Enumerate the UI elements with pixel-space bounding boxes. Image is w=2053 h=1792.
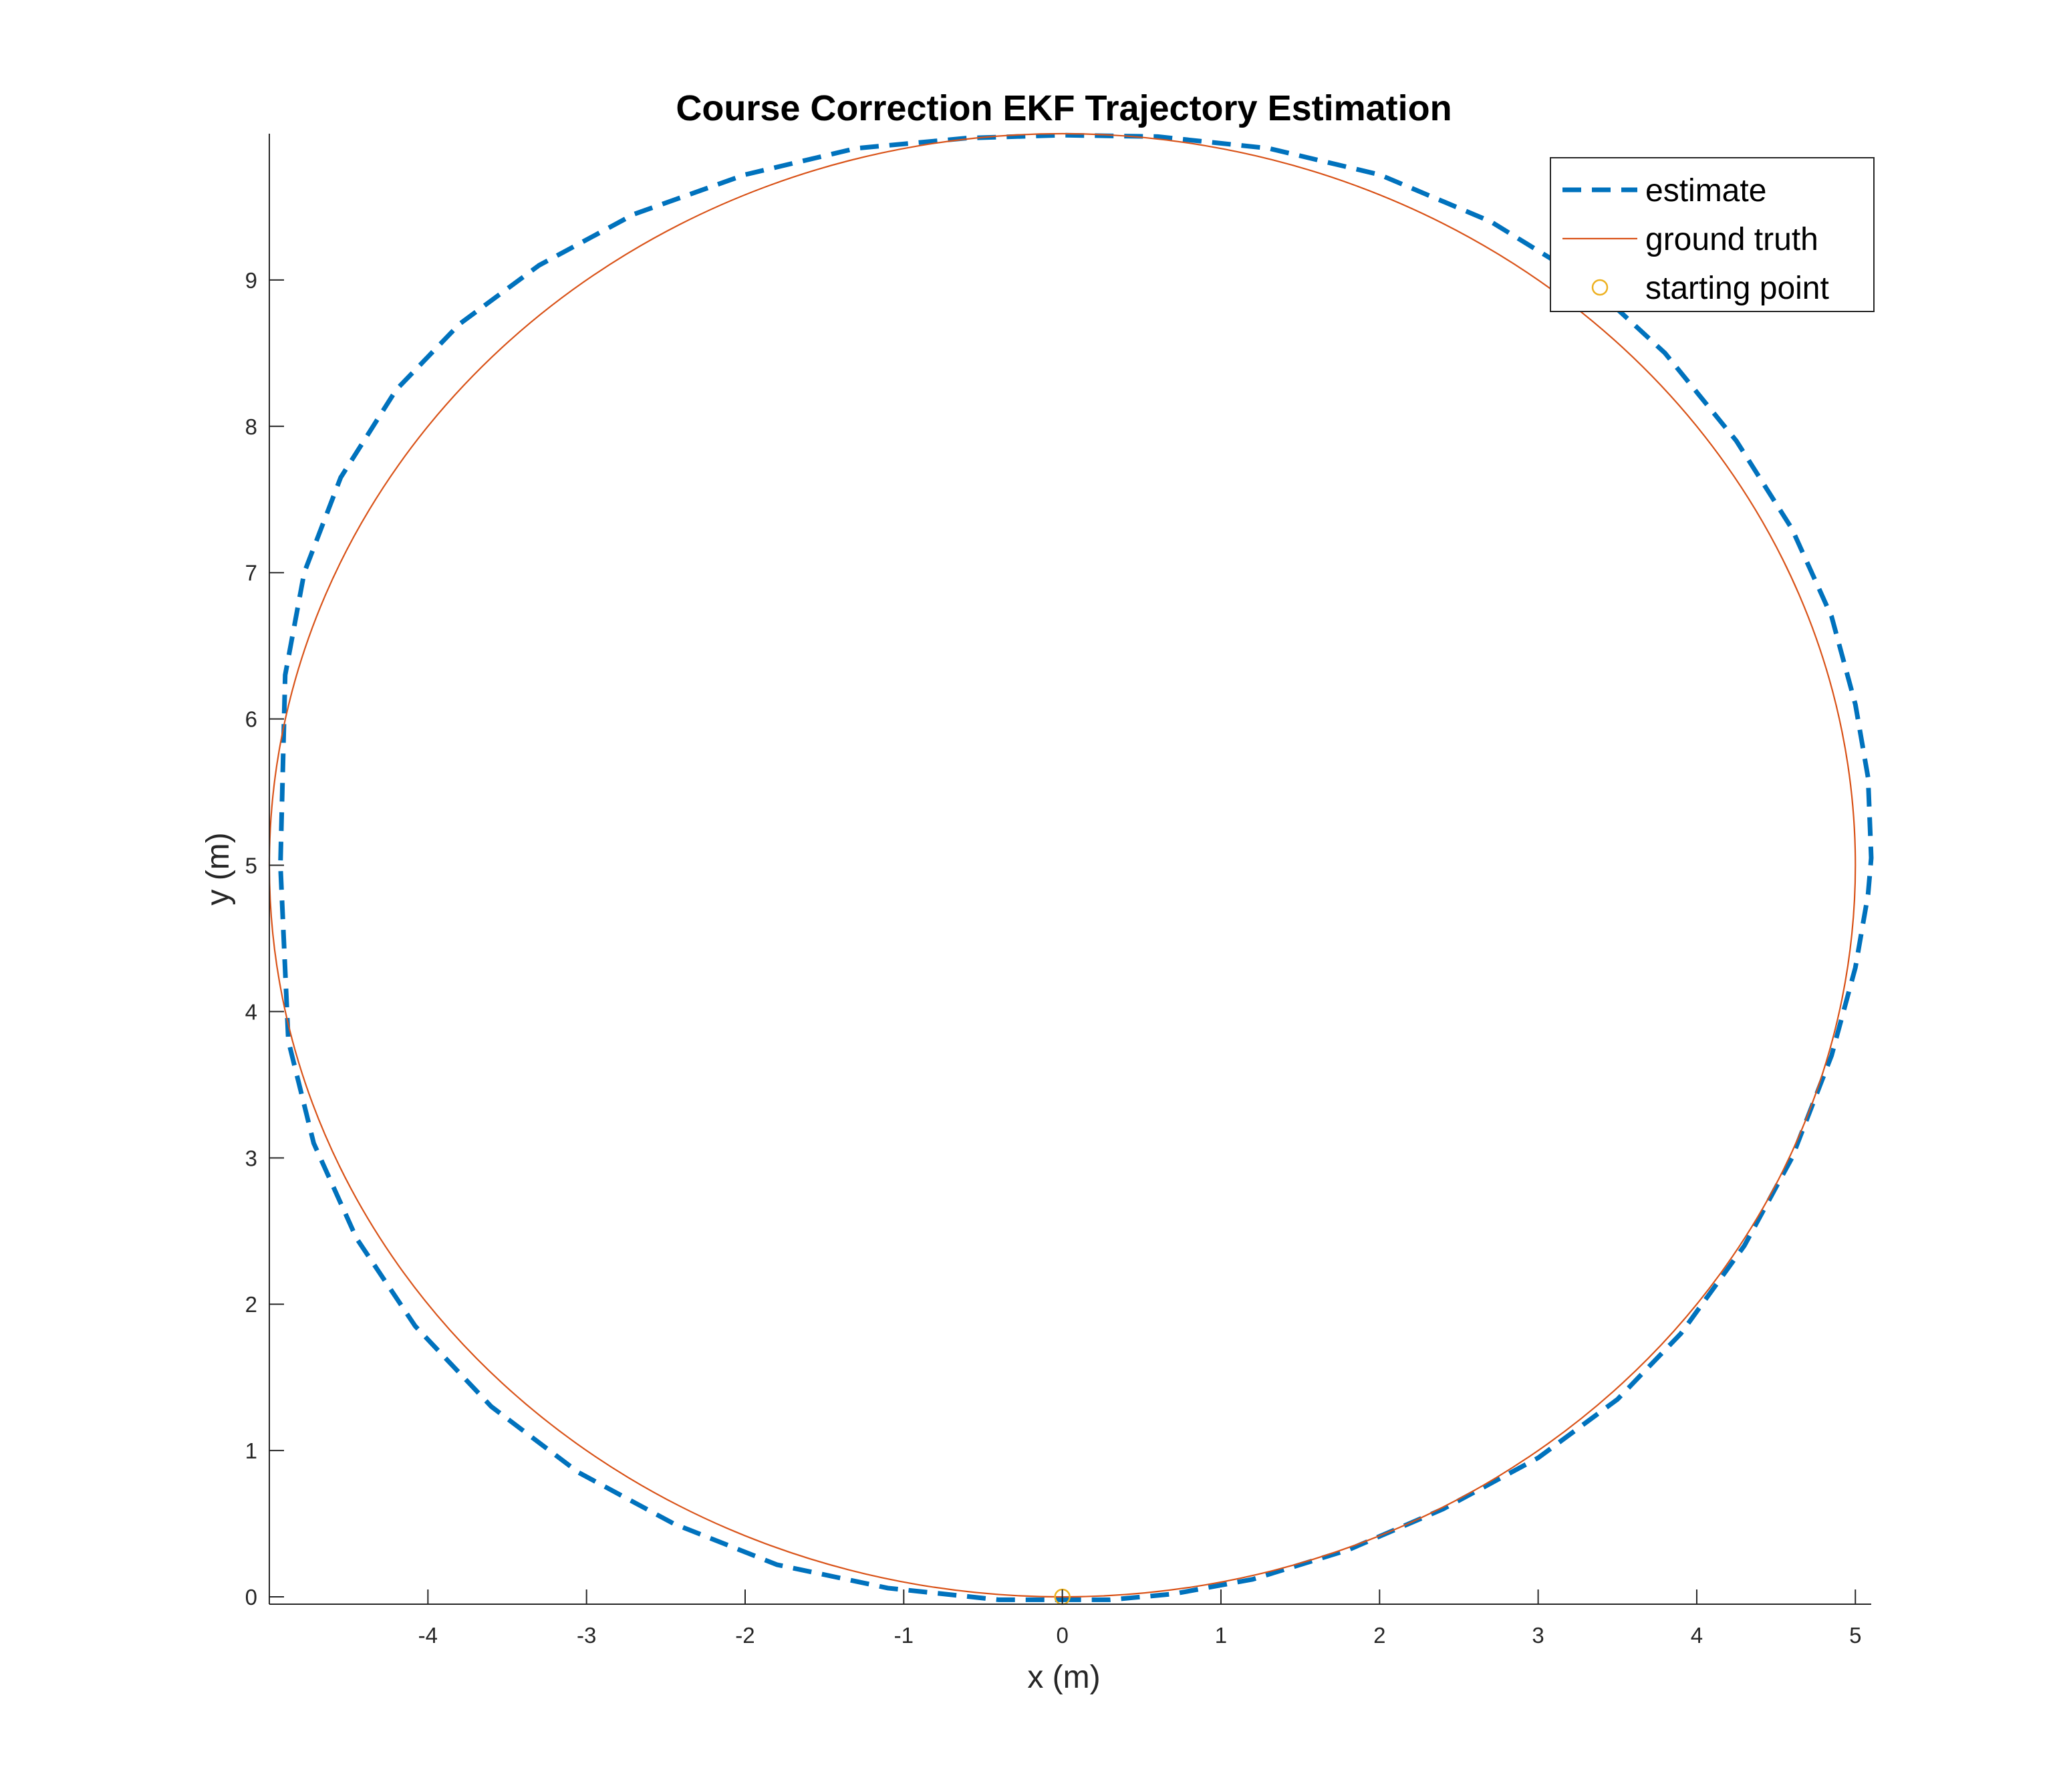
x-tick-label: -4 [418,1623,438,1648]
y-tick-label: 8 [245,414,257,439]
legend-box [1550,157,1875,312]
y-tick-label: 5 [245,854,257,878]
x-axis-label: x (m) [1027,1660,1100,1695]
y-tick-label: 9 [245,268,257,293]
x-tick-label: 4 [1691,1623,1703,1648]
y-tick-label: 4 [245,999,257,1024]
y-tick-label: 7 [245,561,257,586]
x-tick-label: -3 [577,1623,596,1648]
chart-title: Course Correction EKF Trajectory Estimat… [676,88,1452,128]
legend: estimate ground truth starting point [1550,157,1875,312]
legend-starting-point-swatch [1591,279,1609,296]
x-tick-label: 2 [1373,1623,1385,1648]
x-tick-label: 0 [1056,1623,1068,1648]
legend-ground-truth-label: ground truth [1645,222,1818,257]
x-tick-label: -1 [894,1623,914,1648]
axes: -4 -3 -2 -1 0 1 2 3 4 5 0 1 2 3 4 5 6 7 8 9 [245,134,1871,1648]
y-tick-label: 1 [245,1438,257,1463]
x-tick-label: 5 [1849,1623,1861,1648]
x-tick-label: 1 [1215,1623,1227,1648]
series-estimate-line [278,132,1874,1602]
y-axis-label: y (m) [200,832,236,905]
y-tick-label: 3 [245,1146,257,1170]
y-tick-label: 2 [245,1292,257,1317]
legend-starting-point-label: starting point [1645,271,1829,306]
y-tick-label: 0 [245,1585,257,1610]
x-tick-label: -2 [735,1623,755,1648]
y-tick-label: 6 [245,707,257,732]
x-tick-label: 3 [1532,1623,1544,1648]
legend-estimate-label: estimate [1645,173,1766,209]
